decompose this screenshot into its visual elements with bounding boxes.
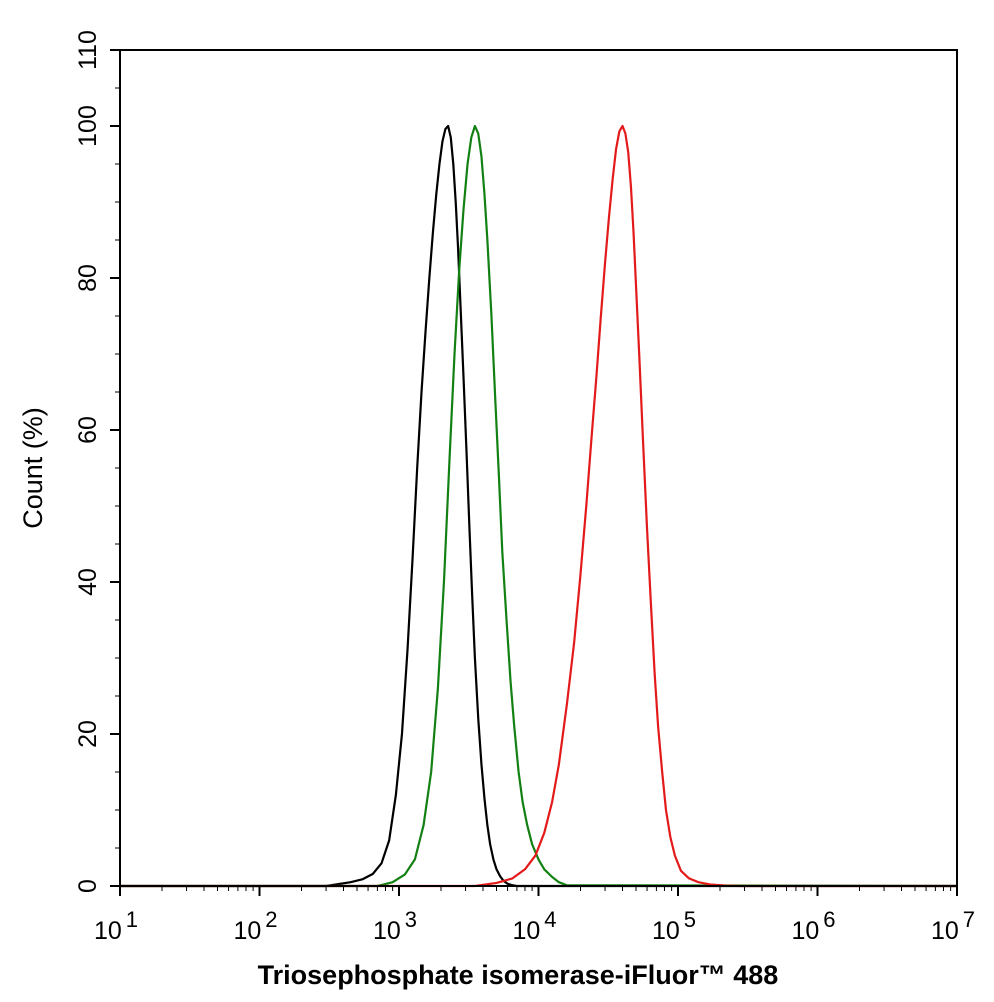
x-axis-title: Triosephosphate isomerase-iFluor™ 488 — [258, 960, 779, 990]
x-tick-label: 10 3 — [373, 907, 417, 945]
series-line-2 — [120, 124, 958, 888]
y-tick-label: 100 — [74, 105, 102, 147]
y-axis-title: Count (%) — [18, 407, 48, 529]
y-tick-label: 20 — [74, 720, 102, 748]
x-tick-label: 10 2 — [233, 907, 277, 945]
x-axis: 10 1 10 2 10 3 10 4 10 5 10 6 10 7 — [94, 886, 975, 945]
y-axis: 0 20 40 60 80 100 110 — [74, 30, 120, 893]
x-tick-label: 10 6 — [791, 907, 835, 945]
x-tick-label: 10 7 — [931, 907, 975, 945]
series-line-1 — [120, 124, 957, 888]
series-line-3 — [120, 124, 957, 888]
x-tick-label: 10 5 — [652, 907, 696, 945]
series-layer — [120, 124, 958, 888]
x-tick-label: 10 1 — [94, 907, 138, 945]
y-tick-label: 110 — [74, 30, 102, 70]
x-tick-label: 10 4 — [512, 907, 556, 945]
y-tick-label: 60 — [74, 416, 102, 444]
y-tick-label: 0 — [74, 879, 102, 893]
plot-frame — [119, 49, 958, 887]
y-tick-label: 80 — [74, 264, 102, 292]
y-tick-label: 40 — [74, 568, 102, 596]
